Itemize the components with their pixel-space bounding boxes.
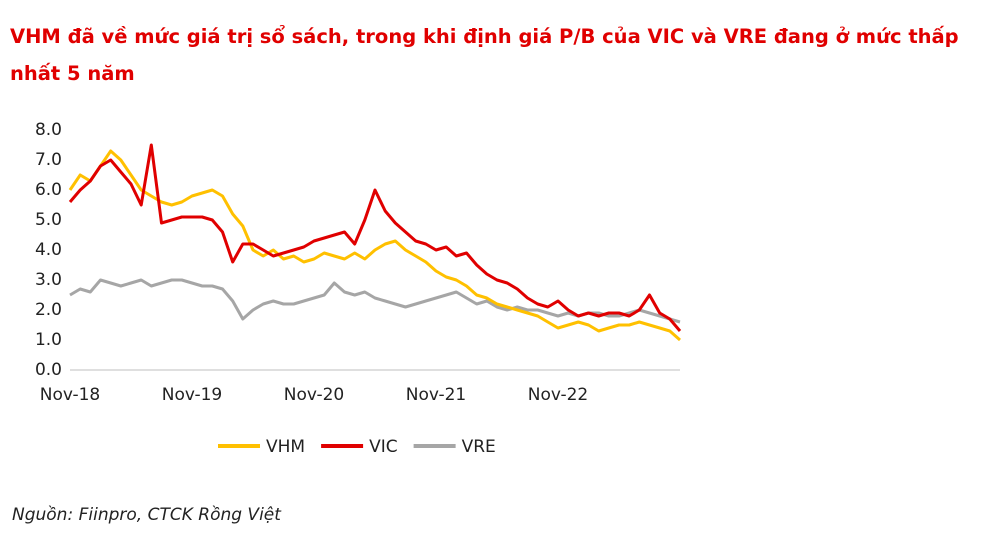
chart-title: VHM đã về mức giá trị sổ sách, trong khi… [10,25,959,85]
y-tick-label: 8.0 [35,120,62,140]
x-tick-label: Nov-21 [406,385,467,405]
legend-label: VHM [266,437,305,457]
legend-label: VRE [462,437,496,457]
y-tick-label: 0.0 [35,360,62,380]
y-tick-label: 2.0 [35,300,62,320]
x-tick-label: Nov-20 [284,385,345,405]
y-tick-label: 6.0 [35,180,62,200]
series-line [68,149,681,342]
x-tick-label: Nov-19 [162,385,223,405]
y-tick-label: 5.0 [35,210,62,230]
y-tick-label: 1.0 [35,330,62,350]
y-tick-label: 7.0 [35,150,62,170]
x-tick-label: Nov-18 [40,385,101,405]
y-tick-label: 4.0 [35,240,62,260]
source-note: Nguồn: Fiinpro, CTCK Rồng Việt [12,505,281,525]
series-line [69,278,681,324]
x-tick-label: Nov-22 [528,385,589,405]
y-tick-label: 3.0 [35,270,62,290]
legend-label: VIC [369,437,398,457]
series-line [68,143,682,332]
